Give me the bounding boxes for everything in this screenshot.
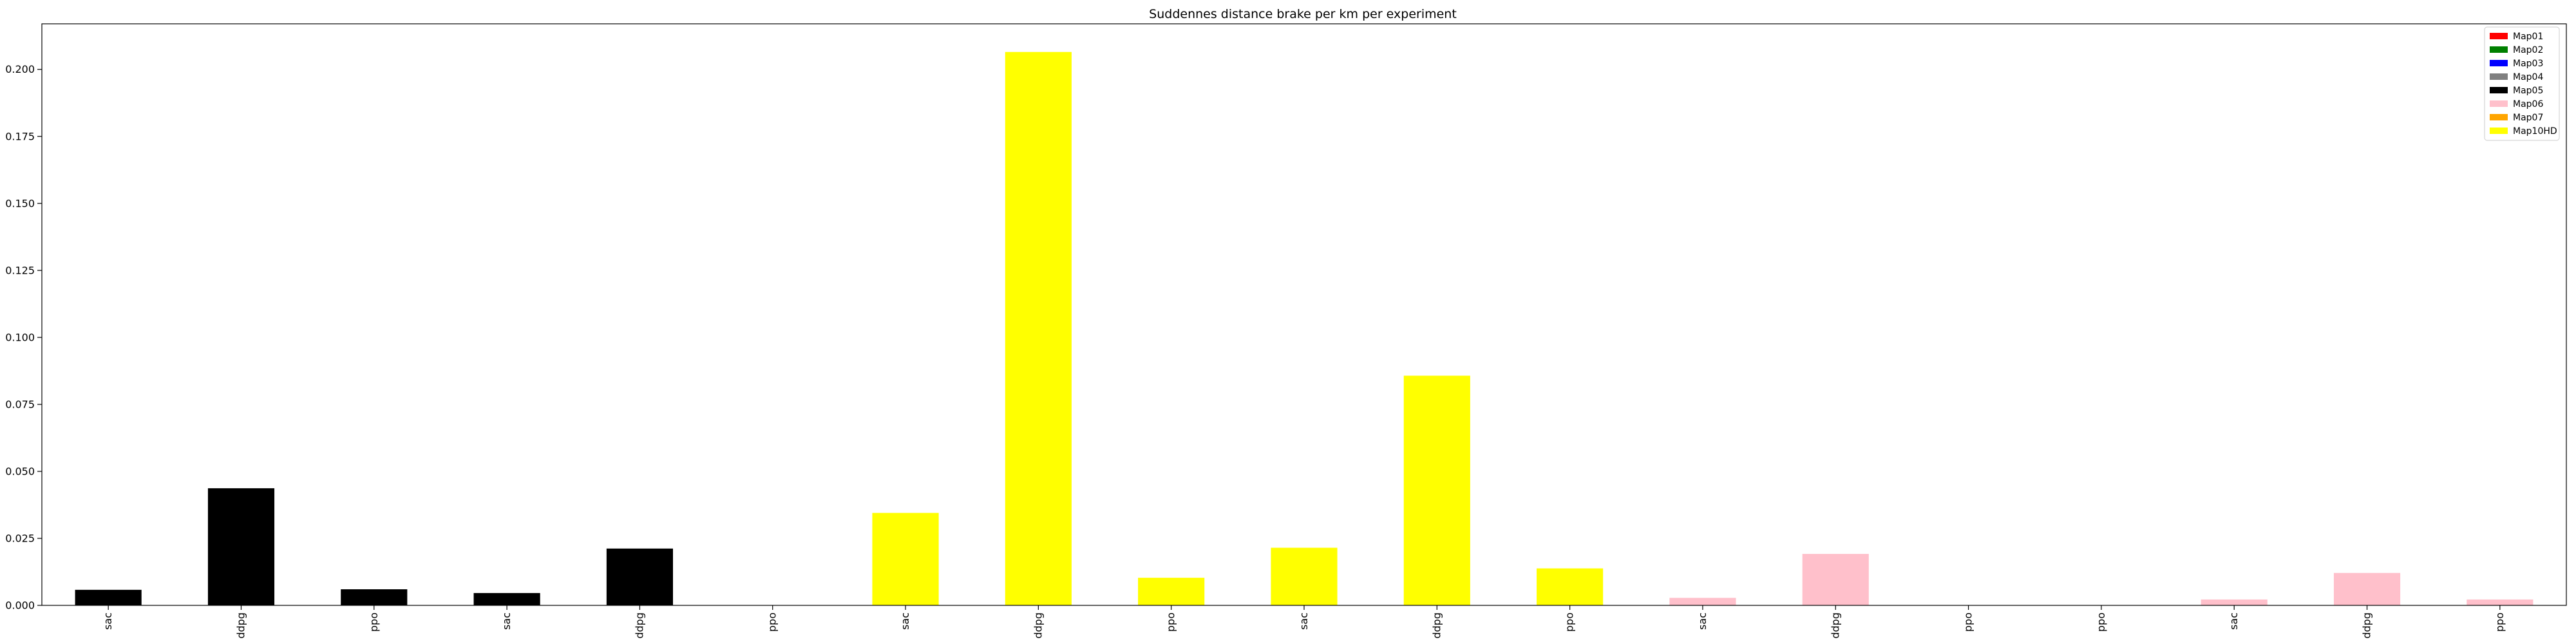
y-tick-label: 0.000 xyxy=(5,600,35,612)
legend-label: Map06 xyxy=(2513,99,2543,109)
x-tick-label: ddpg xyxy=(2361,612,2373,639)
x-tick-label: ddpg xyxy=(1430,612,1443,639)
bar-ddpg-1 xyxy=(207,488,275,605)
chart-title: Suddennes distance brake per km per expe… xyxy=(1149,7,1457,21)
legend: Map01 Map02 Map03 Map04 Map05 Map06 Map07 Map10… xyxy=(2484,26,2560,141)
bar-sac-0 xyxy=(75,589,142,605)
legend-box xyxy=(2484,26,2560,141)
x-tick-label: ddpg xyxy=(234,612,247,639)
legend-label: Map07 xyxy=(2513,113,2543,123)
y-tick-label: 0.125 xyxy=(5,264,35,276)
bar-sac-9 xyxy=(1271,547,1338,605)
bar-ddpg-7 xyxy=(1005,52,1072,606)
bar-sac-12 xyxy=(1669,598,1736,605)
bar-ppo-2 xyxy=(341,589,408,605)
bars-layer xyxy=(75,52,2533,606)
x-tick-label: ppo xyxy=(766,612,779,632)
legend-swatch xyxy=(2490,33,2508,39)
legend-label: Map02 xyxy=(2513,45,2543,55)
bar-ddpg-10 xyxy=(1403,375,1470,605)
x-tick-label: ppo xyxy=(1564,612,1576,632)
x-tick-label: ddpg xyxy=(1032,612,1044,639)
legend-swatch xyxy=(2490,128,2508,134)
legend-swatch xyxy=(2490,73,2508,80)
axes-layer: 0.000 0.025 0.050 0.075 0.100 0.125 0.150 0.175… xyxy=(5,23,2567,639)
x-tick-label: ppo xyxy=(2095,612,2107,632)
x-tick-label: ppo xyxy=(368,612,380,632)
x-tick-label: ppo xyxy=(1165,612,1177,632)
legend-swatch xyxy=(2490,100,2508,107)
x-tick-label: sac xyxy=(500,612,513,630)
bar-ddpg-17 xyxy=(2333,573,2401,605)
bar-ppo-8 xyxy=(1138,578,1205,605)
bar-sac-16 xyxy=(2201,599,2268,605)
legend-label: Map10HD xyxy=(2513,126,2557,137)
legend-swatch xyxy=(2490,114,2508,120)
y-tick-label: 0.150 xyxy=(5,197,35,209)
legend-swatch xyxy=(2490,87,2508,93)
bar-sac-3 xyxy=(473,592,540,605)
legend-label: Map03 xyxy=(2513,59,2543,69)
bar-sac-6 xyxy=(872,513,939,605)
x-tick-label: sac xyxy=(2228,612,2240,630)
x-tick-label: sac xyxy=(899,612,911,630)
y-tick-label: 0.050 xyxy=(5,465,35,477)
y-tick-label: 0.025 xyxy=(5,532,35,544)
y-tick-label: 0.200 xyxy=(5,63,35,75)
y-tick-label: 0.175 xyxy=(5,130,35,142)
y-tick-label: 0.100 xyxy=(5,331,35,343)
x-tick-label: sac xyxy=(1696,612,1709,630)
legend-label: Map05 xyxy=(2513,86,2543,96)
bar-ppo-11 xyxy=(1537,568,1604,605)
x-tick-label: sac xyxy=(1298,612,1310,630)
legend-swatch xyxy=(2490,60,2508,66)
x-tick-label: ddpg xyxy=(1829,612,1841,639)
legend-label: Map01 xyxy=(2513,32,2543,42)
bar-ddpg-4 xyxy=(606,548,673,605)
bar-ppo-18 xyxy=(2467,599,2533,605)
x-tick-label: sac xyxy=(102,612,114,630)
legend-label: Map04 xyxy=(2513,72,2543,82)
bar-ddpg-13 xyxy=(1802,554,1869,605)
x-tick-label: ppo xyxy=(1962,612,1975,632)
legend-swatch xyxy=(2490,46,2508,53)
x-tick-label: ddpg xyxy=(633,612,645,639)
y-tick-label: 0.075 xyxy=(5,398,35,410)
x-tick-label: ppo xyxy=(2494,612,2506,632)
plot-frame xyxy=(41,23,2567,606)
